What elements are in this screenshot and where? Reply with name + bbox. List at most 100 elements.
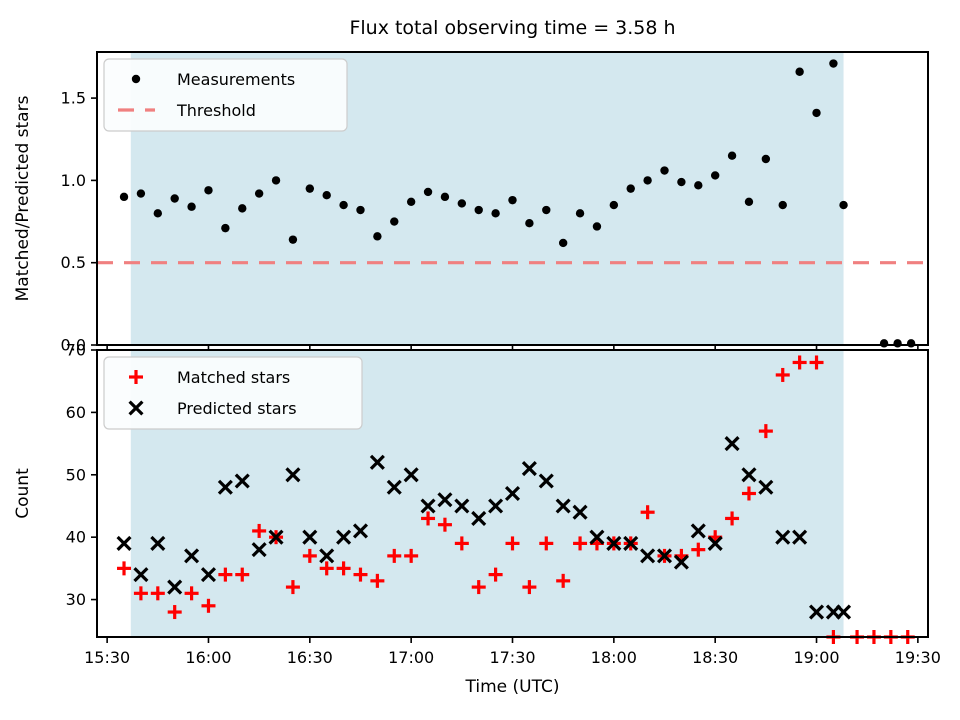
- cross-b: [606, 535, 622, 551]
- matched-star-marker: [522, 580, 537, 595]
- cross-b: [420, 498, 436, 514]
- predicted-star-marker: [150, 535, 166, 551]
- matched-star-marker: [235, 567, 250, 582]
- predicted-star-marker: [319, 548, 335, 564]
- measurement-point: [457, 199, 467, 208]
- matched-star-marker: [792, 355, 807, 370]
- ytick-label-bottom: 40: [66, 528, 86, 547]
- cross-b: [369, 454, 385, 470]
- matched-star-marker: [218, 567, 233, 582]
- predicted-star-marker: [808, 604, 825, 620]
- ytick-label-bottom: 30: [66, 590, 86, 609]
- cross-b: [488, 498, 504, 514]
- predicted-star-marker: [133, 567, 149, 583]
- measurement-point: [170, 194, 179, 203]
- legend-label-bottom-1: Predicted stars: [177, 399, 297, 418]
- measurement-point: [795, 67, 804, 76]
- predicted-star-marker: [792, 529, 808, 545]
- matched-star-marker: [488, 567, 503, 582]
- predicted-star-marker: [369, 454, 385, 470]
- cross-b: [808, 604, 825, 620]
- measurement-point: [542, 205, 551, 215]
- ytick-label-bottom: 50: [66, 465, 86, 484]
- measurement-point: [339, 200, 348, 210]
- cross-b: [268, 529, 284, 545]
- measurement-point: [525, 218, 534, 228]
- cross-b: [386, 479, 402, 495]
- predicted-star-marker: [724, 436, 740, 452]
- legend-marker-measurements: [131, 74, 141, 84]
- y-axis-label-bottom: Count: [13, 468, 33, 519]
- cross-b: [352, 523, 369, 539]
- predicted-star-marker: [403, 467, 419, 483]
- cross-b: [792, 529, 808, 545]
- measurement-point: [136, 189, 146, 198]
- predicted-star-marker: [217, 479, 233, 495]
- matched-star-marker: [302, 548, 317, 563]
- legend-box-bottom: [103, 356, 363, 430]
- predicted-star-marker: [656, 548, 673, 564]
- predicted-star-marker: [606, 535, 622, 551]
- predicted-star-marker: [623, 535, 639, 551]
- cross-b: [437, 492, 453, 508]
- xtick-label: 16:00: [185, 648, 231, 667]
- legend-marker-predicted-b: [128, 400, 144, 416]
- matched-star-marker: [437, 517, 452, 532]
- cross-b: [690, 523, 706, 539]
- matched-star-marker: [640, 505, 655, 520]
- measurement-point: [592, 222, 602, 231]
- measurement-point: [677, 177, 686, 187]
- cross-b: [538, 473, 554, 489]
- predicted-star-marker: [302, 529, 318, 545]
- measurement-point: [906, 339, 916, 348]
- predicted-star-marker: [640, 548, 656, 564]
- measurement-point: [305, 184, 315, 193]
- matched-star-marker: [758, 424, 773, 439]
- measurement-point: [288, 235, 298, 244]
- predicted-star-marker: [285, 467, 301, 483]
- predicted-star-marker: [521, 461, 537, 477]
- matched-star-marker: [353, 567, 368, 582]
- y-axis-label-top: Matched/Predicted stars: [13, 95, 33, 301]
- ytick-label-top: 0.0: [61, 336, 86, 355]
- measurement-point: [710, 171, 720, 180]
- xtick-label: 18:00: [591, 648, 637, 667]
- legend-box-top: [103, 58, 348, 132]
- predicted-star-marker: [504, 485, 521, 502]
- matched-star-marker: [573, 536, 588, 551]
- measurement-point: [778, 200, 787, 210]
- matched-star-marker: [319, 561, 334, 576]
- measurement-point: [893, 339, 902, 348]
- legend-top: Measurements Threshold: [103, 58, 348, 132]
- predicted-star-marker: [386, 479, 402, 495]
- predicted-star-marker: [437, 492, 453, 508]
- series-top-0: [119, 59, 916, 348]
- xtick-label: 16:30: [287, 648, 333, 667]
- predicted-star-marker: [589, 529, 605, 545]
- predicted-star-marker: [234, 473, 250, 489]
- xtick-label: 17:00: [388, 648, 434, 667]
- xtick-label: 19:30: [895, 648, 941, 667]
- ytick-label-top: 1.0: [61, 171, 86, 190]
- predicted-star-marker: [538, 473, 554, 489]
- cross-b: [454, 498, 470, 514]
- cross-b: [217, 479, 233, 495]
- cross-b: [184, 548, 200, 564]
- measurement-point: [440, 192, 450, 202]
- ytick-label-top: 1.5: [61, 89, 86, 108]
- matched-star-marker: [150, 586, 165, 601]
- predicted-star-marker: [555, 498, 571, 514]
- matched-star-marker: [471, 580, 486, 595]
- predicted-star-marker: [836, 604, 852, 620]
- predicted-star-marker: [251, 542, 267, 558]
- predicted-star-marker: [741, 467, 757, 483]
- cross-b: [200, 567, 217, 583]
- cross-b: [656, 548, 673, 564]
- measurement-point: [660, 166, 669, 175]
- matched-star-marker: [133, 586, 148, 601]
- matched-star-marker: [167, 605, 182, 620]
- xtick-label: 15:30: [84, 648, 130, 667]
- cross-b: [775, 529, 791, 545]
- matched-star-marker: [336, 561, 351, 576]
